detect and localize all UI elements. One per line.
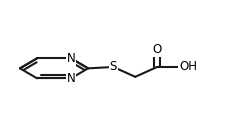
Text: O: O: [152, 43, 161, 56]
Text: N: N: [66, 52, 75, 65]
Text: S: S: [109, 60, 117, 74]
Text: OH: OH: [178, 60, 196, 74]
Text: N: N: [66, 72, 75, 85]
